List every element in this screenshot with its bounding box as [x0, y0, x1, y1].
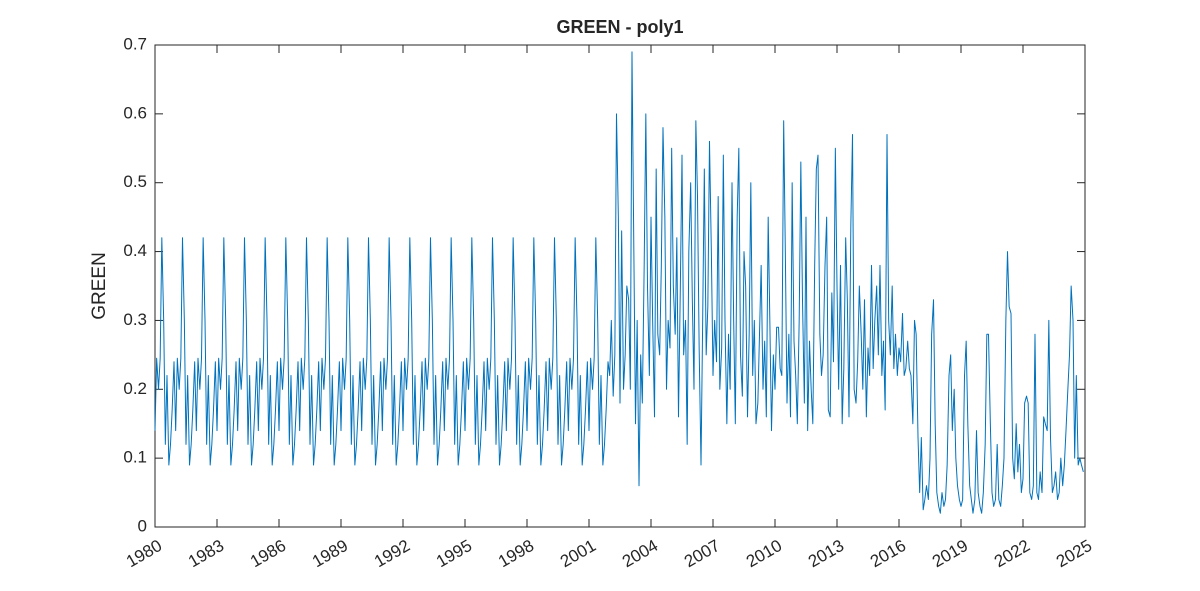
x-tick-label: 2010 — [743, 536, 785, 571]
x-tick-label: 2016 — [867, 536, 909, 571]
x-tick-label: 1992 — [371, 536, 413, 571]
y-tick-label: 0.1 — [123, 448, 147, 467]
x-tick-label: 1989 — [309, 536, 351, 571]
y-axis-label: GREEN — [89, 252, 110, 320]
x-tick-label: 2004 — [619, 536, 661, 571]
x-tick-label: 1980 — [123, 536, 165, 571]
x-tick-label: 1998 — [495, 536, 537, 571]
x-tick-label: 2001 — [557, 536, 599, 571]
y-tick-label: 0 — [138, 516, 147, 535]
y-tick-label: 0.3 — [123, 310, 147, 329]
x-tick-label: 1983 — [185, 536, 227, 571]
y-tick-label: 0.7 — [123, 34, 147, 53]
y-tick-label: 0.6 — [123, 103, 147, 122]
y-tick-label: 0.2 — [123, 379, 147, 398]
chart-title: GREEN - poly1 — [556, 17, 683, 37]
y-tick-label: 0.5 — [123, 172, 147, 191]
x-tick-label: 1986 — [247, 536, 289, 571]
y-tick-label: 0.4 — [123, 241, 147, 260]
plot-frame — [154, 44, 1086, 528]
x-tick-label: 2013 — [805, 536, 847, 571]
x-tick-label: 2022 — [991, 536, 1033, 571]
x-tick-label: 2025 — [1053, 536, 1095, 571]
x-tick-label: 2007 — [681, 536, 723, 571]
x-tick-label: 1995 — [433, 536, 475, 571]
data-line — [154, 51, 1084, 514]
x-tick-label: 2019 — [929, 536, 971, 571]
